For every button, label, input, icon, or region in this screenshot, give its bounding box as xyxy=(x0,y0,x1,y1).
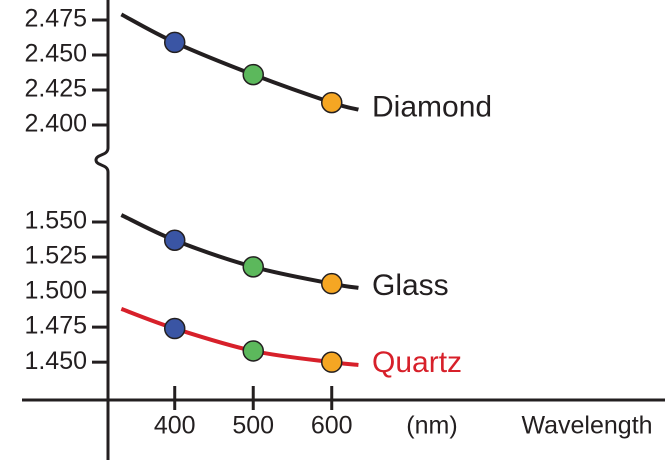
y-tick-label: 1.475 xyxy=(24,312,87,340)
x-axis-label: Wavelength xyxy=(521,412,652,440)
series-label: Quartz xyxy=(372,346,462,379)
marker xyxy=(163,317,186,340)
x-tick-label: 600 xyxy=(311,412,353,440)
x-tick-label: 500 xyxy=(232,412,274,440)
marker xyxy=(242,256,264,278)
x-tick-label: 400 xyxy=(154,412,196,440)
marker xyxy=(163,229,186,251)
marker xyxy=(242,63,264,86)
y-tick-label: 1.525 xyxy=(24,242,87,270)
x-unit: (nm) xyxy=(406,412,457,440)
marker xyxy=(163,31,186,54)
marker xyxy=(242,340,264,362)
marker xyxy=(320,351,343,373)
curve xyxy=(120,12,359,112)
series-label: Diamond xyxy=(372,91,492,124)
y-tick-label: 2.475 xyxy=(24,5,87,33)
y-tick-label: 2.450 xyxy=(24,40,87,68)
y-tick-label: 1.450 xyxy=(24,347,87,375)
y-axis-break xyxy=(94,0,110,460)
marker xyxy=(320,272,343,295)
curve xyxy=(120,213,359,290)
y-tick-label: 1.550 xyxy=(24,207,87,235)
y-tick-label: 1.500 xyxy=(24,277,87,305)
y-tick-label: 2.400 xyxy=(24,110,87,138)
series-label: Glass xyxy=(372,269,449,302)
y-tick-label: 2.425 xyxy=(24,75,87,103)
marker xyxy=(320,91,343,114)
